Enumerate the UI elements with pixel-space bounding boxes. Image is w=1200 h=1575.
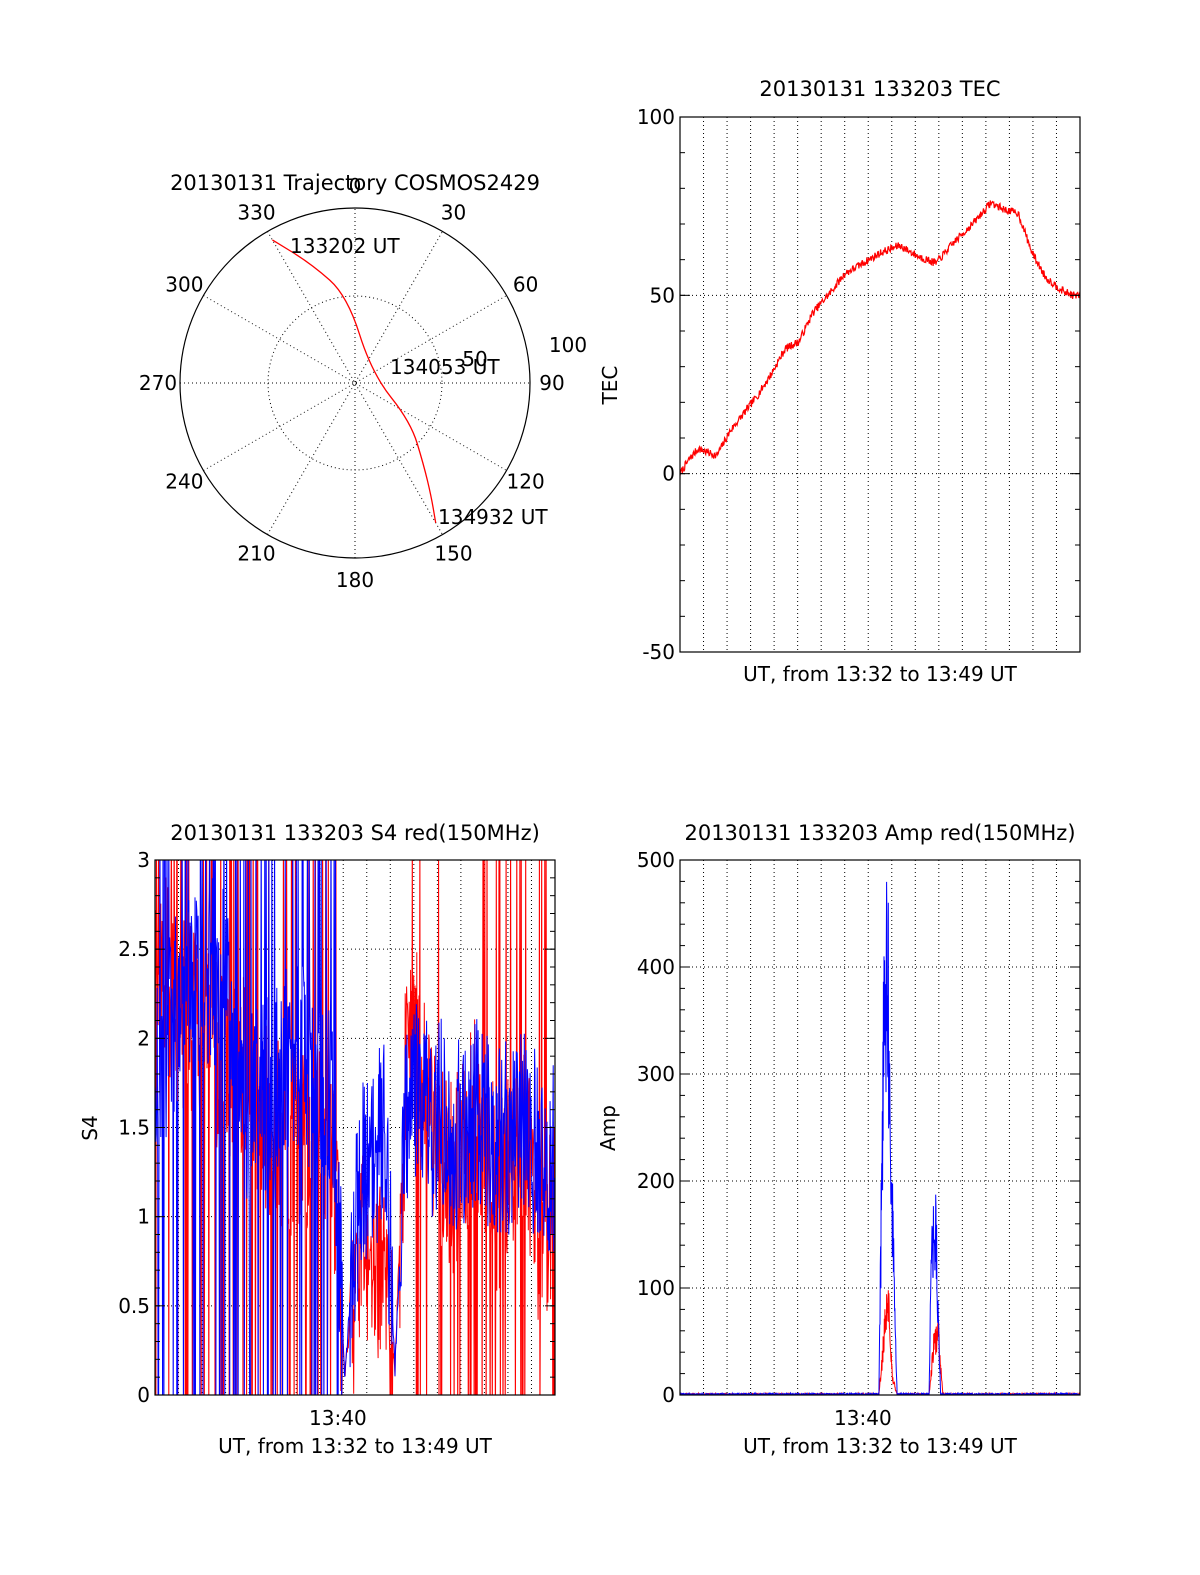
- amp-x-label: UT, from 13:32 to 13:49 UT: [743, 1434, 1018, 1458]
- s4-series-group: [155, 860, 555, 1395]
- polar-title: 20130131 Trajectory COSMOS2429: [170, 171, 540, 195]
- polar-azimuth-label: 180: [336, 568, 374, 592]
- tec-y-tick-label: -50: [642, 640, 675, 664]
- tec-y-tick-label: 0: [662, 462, 675, 486]
- polar-radial-label: 50: [462, 347, 487, 371]
- s4-y-tick-label: 2: [137, 1026, 150, 1050]
- polar-trajectory-line: [272, 239, 437, 523]
- polar-azimuth-label: 300: [165, 273, 203, 297]
- amp-y-tick-label: 400: [637, 955, 675, 979]
- polar-radial-label: 100: [549, 333, 587, 357]
- polar-azimuth-labels: 0 30 60 90 120 150 180 210 240 270 300 330: [139, 174, 565, 592]
- s4-x-ticks: 13:40: [309, 1406, 367, 1430]
- amp-frame: [679, 859, 1081, 1396]
- tec-grid: [680, 117, 1080, 652]
- tec-y-ticks: -50 0 50 100: [637, 105, 1080, 664]
- amp-y-tick-label: 100: [637, 1276, 675, 1300]
- tec-series-group: [680, 200, 1080, 476]
- s4-y-tick-label: 3: [137, 848, 150, 872]
- amp-series-group: [680, 881, 1080, 1395]
- s4-chart: 20130131 133203 S4 red(150MHz) 0 0.5 1 1.5 2…: [78, 821, 556, 1458]
- amp-title: 20130131 133203 Amp red(150MHz): [684, 821, 1075, 845]
- polar-trajectory-plot: 20130131 Trajectory COSMOS2429 0 30 60 90 12…: [139, 171, 587, 592]
- amp-series-line: [680, 881, 1080, 1395]
- s4-y-tick-label: 0.5: [118, 1294, 150, 1318]
- s4-title: 20130131 133203 S4 red(150MHz): [170, 821, 540, 845]
- tec-y-label: TEC: [598, 366, 622, 406]
- polar-azimuth-label: 150: [434, 542, 472, 566]
- amp-x-tick-label: 13:40: [834, 1406, 892, 1430]
- s4-x-tick-label: 13:40: [309, 1406, 367, 1430]
- s4-y-label: S4: [78, 1115, 102, 1140]
- amp-x-ticks: 13:40: [834, 1406, 892, 1430]
- s4-x-label: UT, from 13:32 to 13:49 UT: [218, 1434, 493, 1458]
- polar-azimuth-label: 270: [139, 371, 177, 395]
- s4-series-line: [155, 860, 555, 1395]
- amp-chart: 20130131 133203 Amp red(150MHz) 0 100 200 3…: [596, 821, 1081, 1458]
- polar-azimuth-label: 330: [237, 200, 275, 224]
- polar-azimuth-label: 240: [165, 470, 203, 494]
- polar-azimuth-label: 60: [513, 273, 538, 297]
- tec-x-label: UT, from 13:32 to 13:49 UT: [743, 662, 1018, 686]
- amp-y-label: Amp: [596, 1105, 620, 1151]
- s4-y-tick-label: 1: [137, 1205, 150, 1229]
- polar-annotation-start: 133202 UT: [290, 234, 400, 258]
- tec-y-tick-label: 100: [637, 105, 675, 129]
- amp-y-tick-label: 300: [637, 1062, 675, 1086]
- tec-title: 20130131 133203 TEC: [759, 77, 1000, 101]
- amp-y-tick-label: 0: [662, 1383, 675, 1407]
- polar-azimuth-label: 0: [349, 174, 362, 198]
- amp-y-tick-label: 200: [637, 1169, 675, 1193]
- polar-annotation-mid: 134053 UT: [390, 355, 500, 379]
- tec-y-tick-label: 50: [650, 283, 675, 307]
- amp-y-ticks: 0 100 200 300 400 500: [637, 848, 1080, 1407]
- s4-y-tick-label: 1.5: [118, 1116, 150, 1140]
- polar-azimuth-label: 30: [441, 200, 466, 224]
- tec-series-line: [680, 200, 1080, 476]
- polar-azimuth-label: 90: [539, 371, 564, 395]
- polar-azimuth-label: 210: [237, 542, 275, 566]
- polar-annotation-end: 134932 UT: [438, 505, 548, 529]
- s4-y-ticks: 0 0.5 1 1.5 2 2.5 3: [118, 848, 555, 1407]
- s4-y-tick-label: 0: [137, 1383, 150, 1407]
- tec-frame: [679, 116, 1081, 653]
- amp-y-tick-label: 500: [637, 848, 675, 872]
- s4-y-tick-label: 2.5: [118, 937, 150, 961]
- tec-chart: 20130131 133203 TEC -50 0 50 100 UT, from 1…: [598, 77, 1081, 686]
- polar-azimuth-label: 120: [507, 470, 545, 494]
